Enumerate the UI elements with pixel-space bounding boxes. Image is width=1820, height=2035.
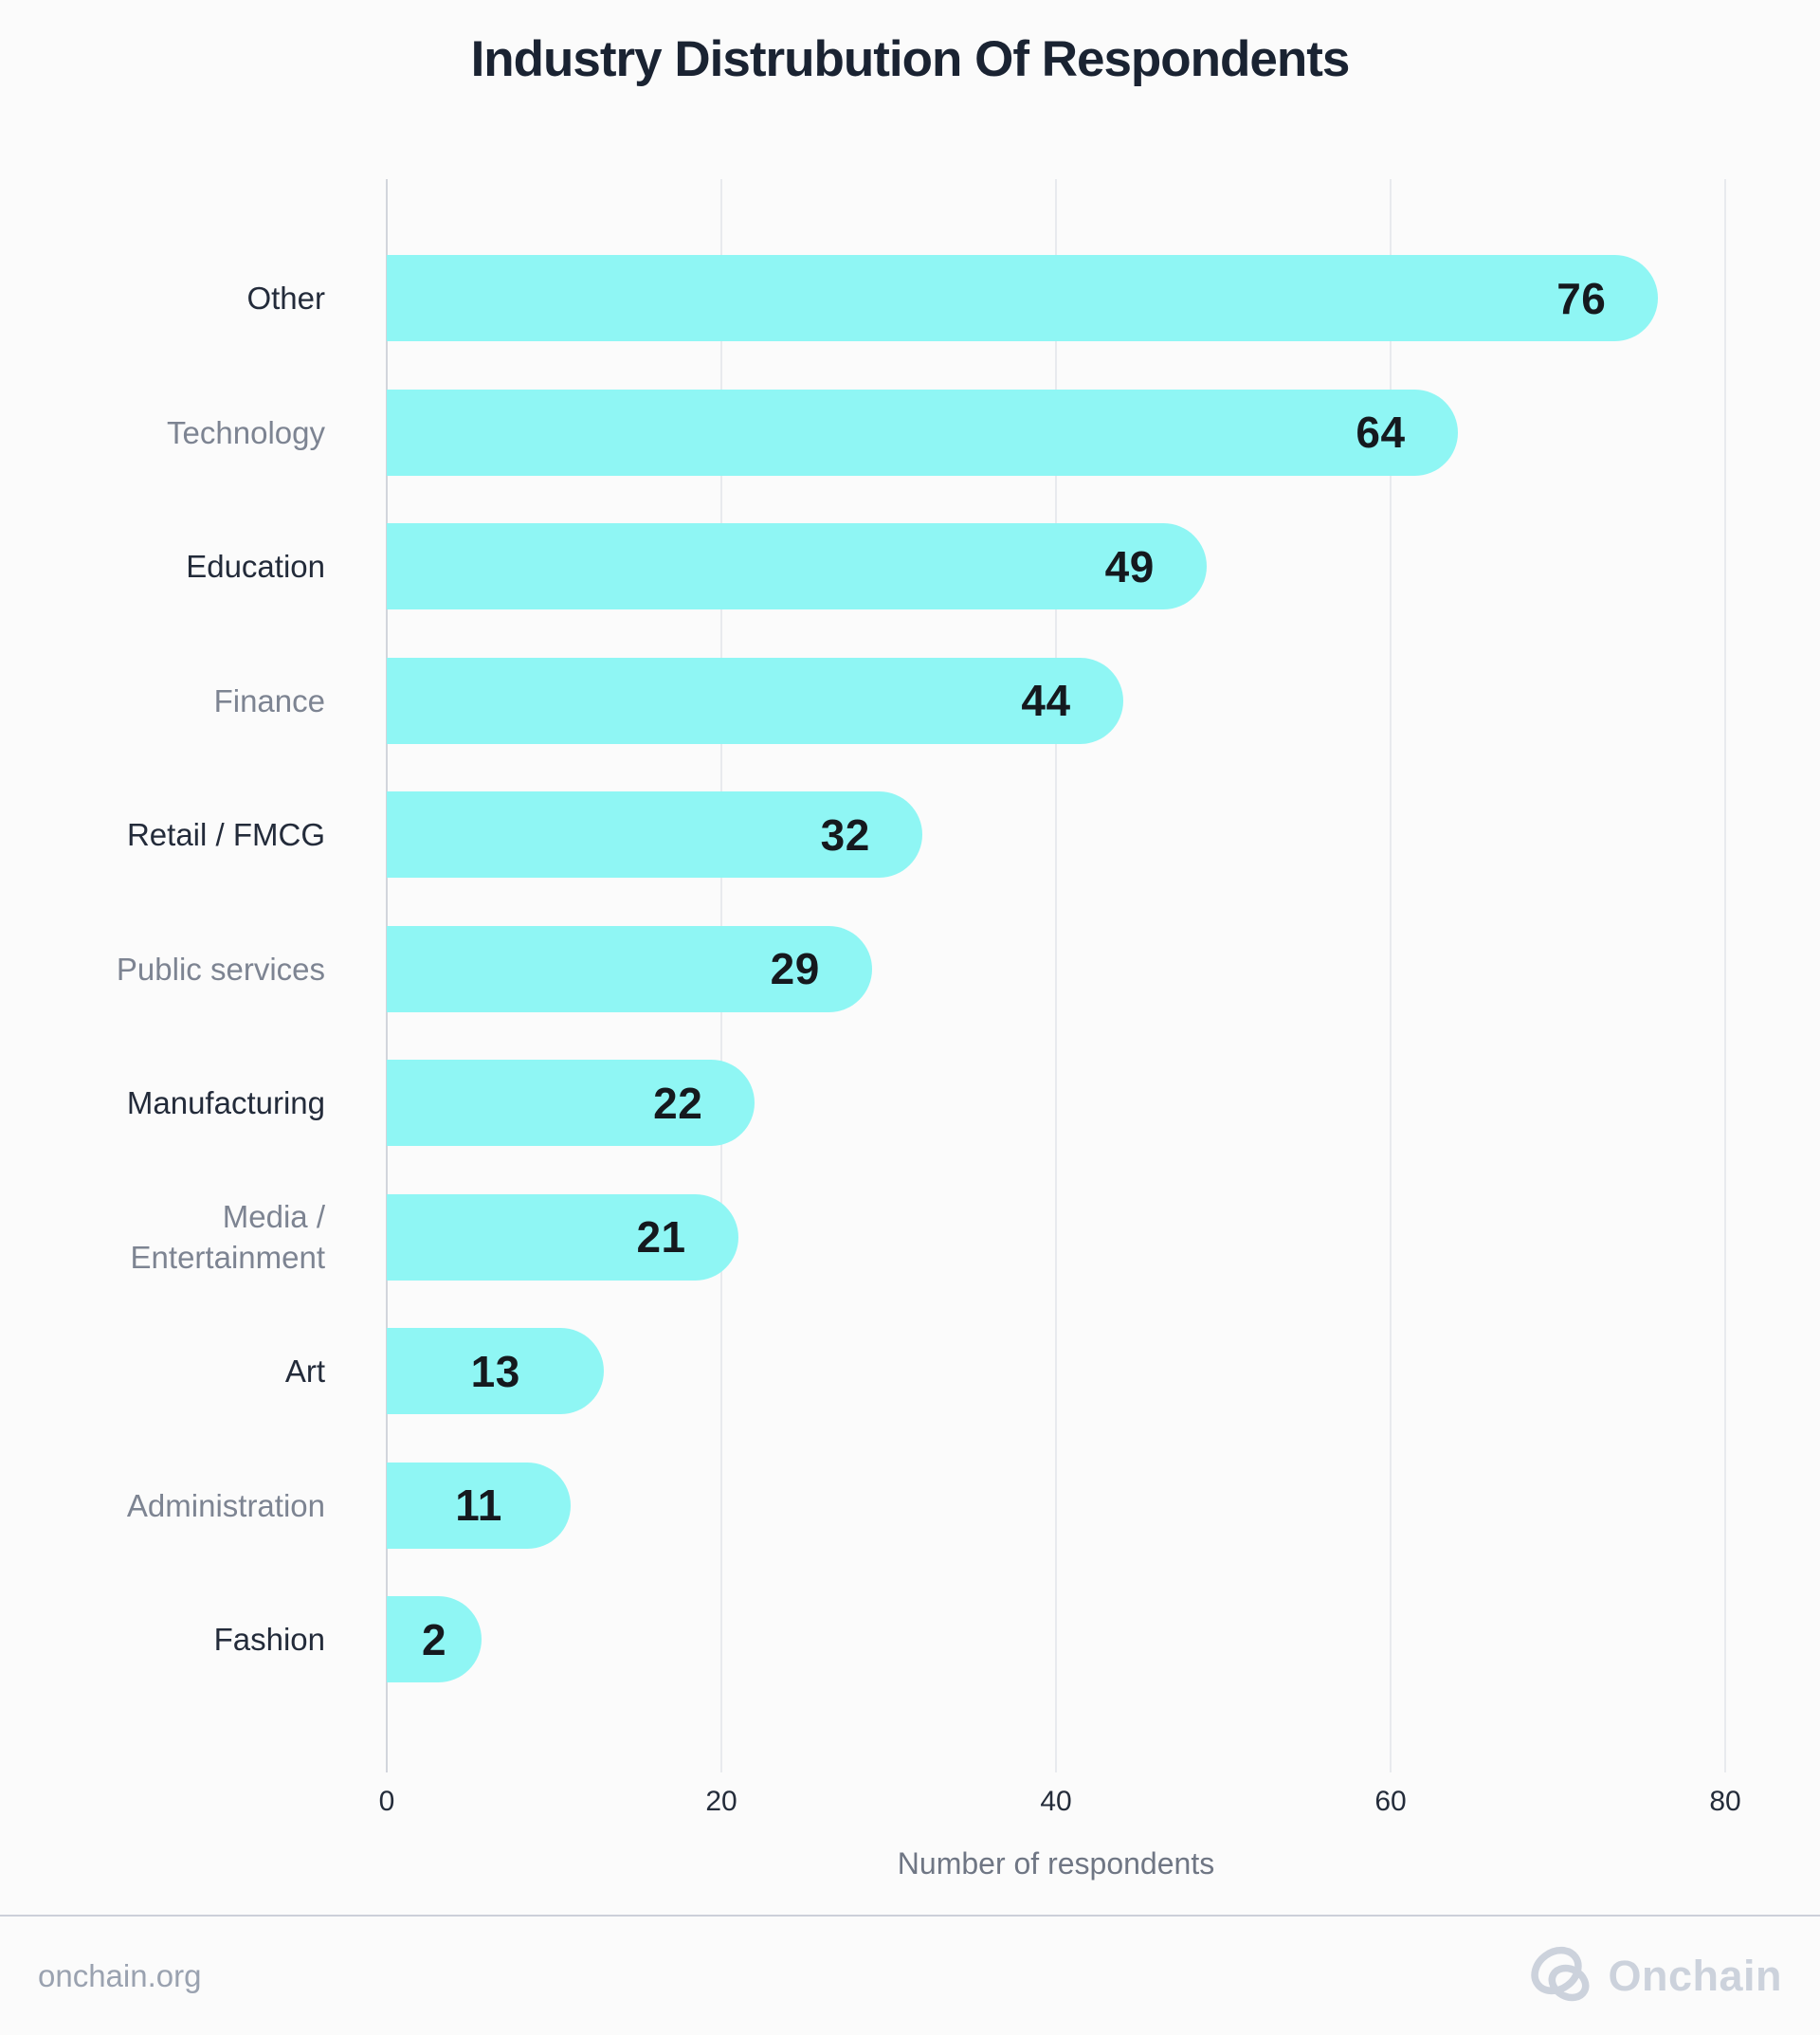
onchain-logo-icon — [1530, 1945, 1594, 2008]
bar-track: 22 — [387, 1060, 1820, 1146]
category-label: Media / Entertainment — [130, 1199, 325, 1275]
bar-value-label: 76 — [1556, 273, 1607, 323]
category-label: Administration — [126, 1487, 325, 1523]
chart-row: Education 49 — [0, 523, 1820, 609]
x-tick-label: 20 — [705, 1786, 737, 1817]
footer: onchain.org Onchain — [0, 1915, 1820, 2035]
bar-track: 49 — [387, 523, 1820, 609]
bar: 44 — [387, 657, 1123, 744]
category-label: Fashion — [213, 1622, 325, 1657]
chart-row: Manufacturing 22 — [0, 1060, 1820, 1146]
bar-value-label: 22 — [653, 1078, 703, 1128]
chart-row: Technology 64 — [0, 389, 1820, 476]
chart-row: Retail / FMCG 32 — [0, 791, 1820, 878]
footer-site-text: onchain.org — [38, 1957, 202, 1993]
category-label: Art — [284, 1354, 325, 1389]
bar-value-label: 2 — [421, 1614, 447, 1664]
category-label: Other — [246, 281, 325, 316]
category-label: Retail / FMCG — [126, 817, 325, 852]
chart-row: Other 76 — [0, 255, 1820, 341]
bar: 2 — [387, 1596, 482, 1682]
category-label: Technology — [167, 414, 325, 450]
bar-track: 2 — [387, 1596, 1820, 1682]
bar-value-label: 13 — [470, 1346, 520, 1396]
bar: 22 — [387, 1060, 755, 1146]
bar-value-label: 29 — [770, 944, 820, 993]
bar-track: 44 — [387, 657, 1820, 744]
bar-track: 32 — [387, 791, 1820, 878]
bar-value-label: 64 — [1356, 408, 1406, 457]
bar-value-label: 49 — [1104, 541, 1155, 591]
gridline — [1724, 179, 1726, 1772]
x-tick-label: 40 — [1040, 1786, 1072, 1817]
bar-value-label: 32 — [820, 809, 870, 860]
chart-row: Fashion 2 — [0, 1596, 1820, 1682]
chart-row: Administration 11 — [0, 1462, 1820, 1549]
chart-row: Media / Entertainment 21 — [0, 1193, 1820, 1281]
onchain-brand: Onchain — [1530, 1945, 1782, 2008]
bar-track: 76 — [387, 255, 1820, 341]
category-label: Education — [186, 549, 325, 584]
chart-row: Public services 29 — [0, 925, 1820, 1012]
bar-track: 11 — [387, 1462, 1820, 1549]
category-label: Finance — [213, 682, 325, 718]
chart-title: Industry Distrubution Of Respondents — [470, 31, 1351, 87]
bar: 13 — [387, 1328, 605, 1414]
bar: 49 — [387, 523, 1207, 609]
category-label: Public services — [116, 951, 325, 987]
bar: 64 — [387, 389, 1458, 476]
chart-row: Art 13 — [0, 1328, 1820, 1414]
chart-row: Finance 44 — [0, 657, 1820, 744]
bar-rows: Other 76 Technology 64 Education 49 Fina… — [0, 179, 1820, 1772]
bar-value-label: 11 — [455, 1481, 502, 1530]
bar-value-label: 44 — [1021, 676, 1071, 725]
bar: 76 — [387, 255, 1659, 341]
bar-track: 64 — [387, 389, 1820, 476]
bar: 29 — [387, 925, 872, 1012]
onchain-wordmark: Onchain — [1608, 1951, 1782, 2000]
gridline — [1390, 179, 1392, 1772]
bar: 32 — [387, 791, 922, 878]
x-tick-label: 80 — [1709, 1786, 1741, 1817]
bar: 11 — [387, 1462, 572, 1549]
gridline — [1055, 179, 1057, 1772]
bar: 21 — [387, 1193, 738, 1281]
x-axis-title: Number of respondents — [897, 1846, 1215, 1881]
x-tick-label: 60 — [1374, 1786, 1407, 1817]
bar-track: 21 — [387, 1193, 1820, 1281]
x-tick-label: 0 — [378, 1786, 395, 1817]
bar-track: 29 — [387, 925, 1820, 1012]
bar-value-label: 21 — [636, 1212, 686, 1262]
bar-track: 13 — [387, 1328, 1820, 1414]
category-label: Manufacturing — [126, 1085, 325, 1120]
